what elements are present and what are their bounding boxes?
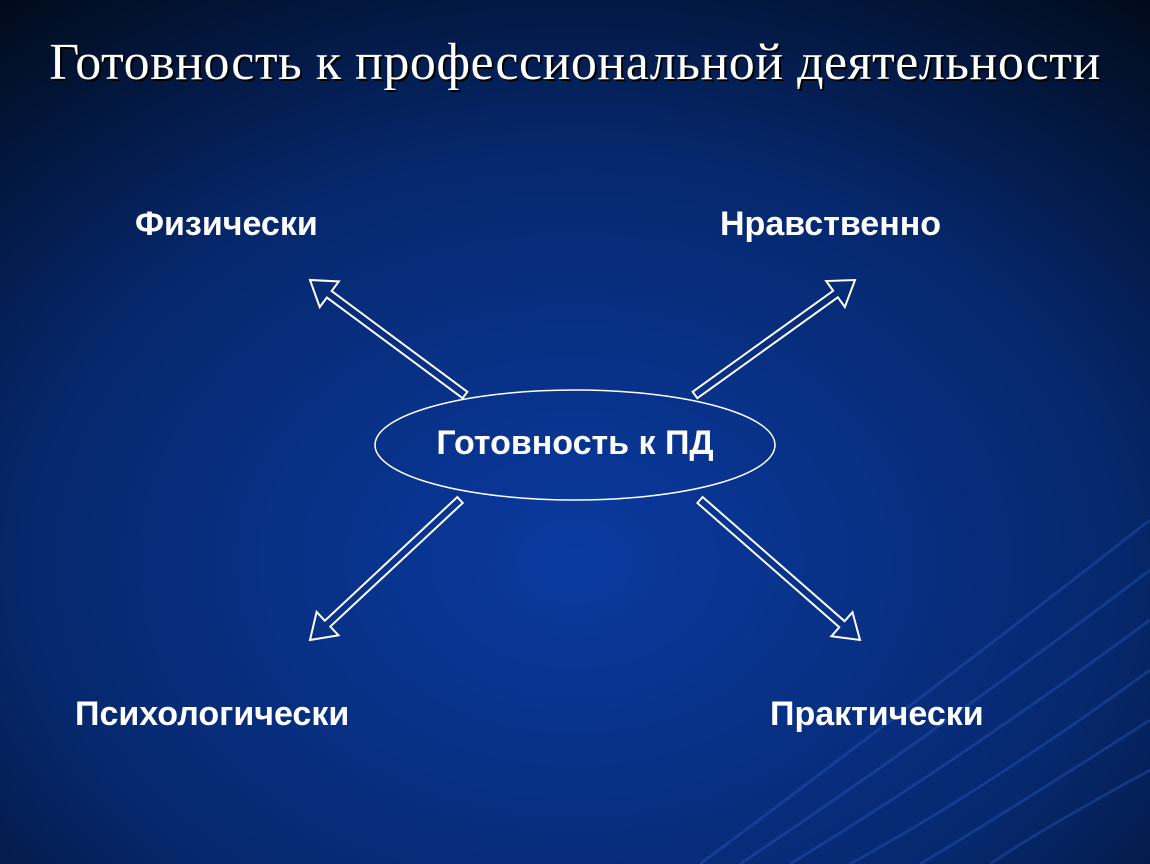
slide: Готовность к профессиональной деятельнос… <box>0 0 1150 864</box>
branch-label-physical: Физически <box>135 205 318 244</box>
branch-label-psychological: Психологически <box>75 695 349 734</box>
slide-title: Готовность к профессиональной деятельнос… <box>0 30 1150 95</box>
arrow <box>310 497 463 640</box>
branch-label-practical: Практически <box>770 695 984 734</box>
title-text: Готовность к профессиональной деятельнос… <box>0 30 1150 95</box>
arrow <box>697 497 860 640</box>
center-node-label: Готовность к ПД <box>375 424 775 463</box>
branch-label-moral: Нравственно <box>720 205 941 244</box>
swoosh-decoration <box>700 520 1150 864</box>
arrow <box>310 280 467 398</box>
arrow <box>693 280 855 398</box>
